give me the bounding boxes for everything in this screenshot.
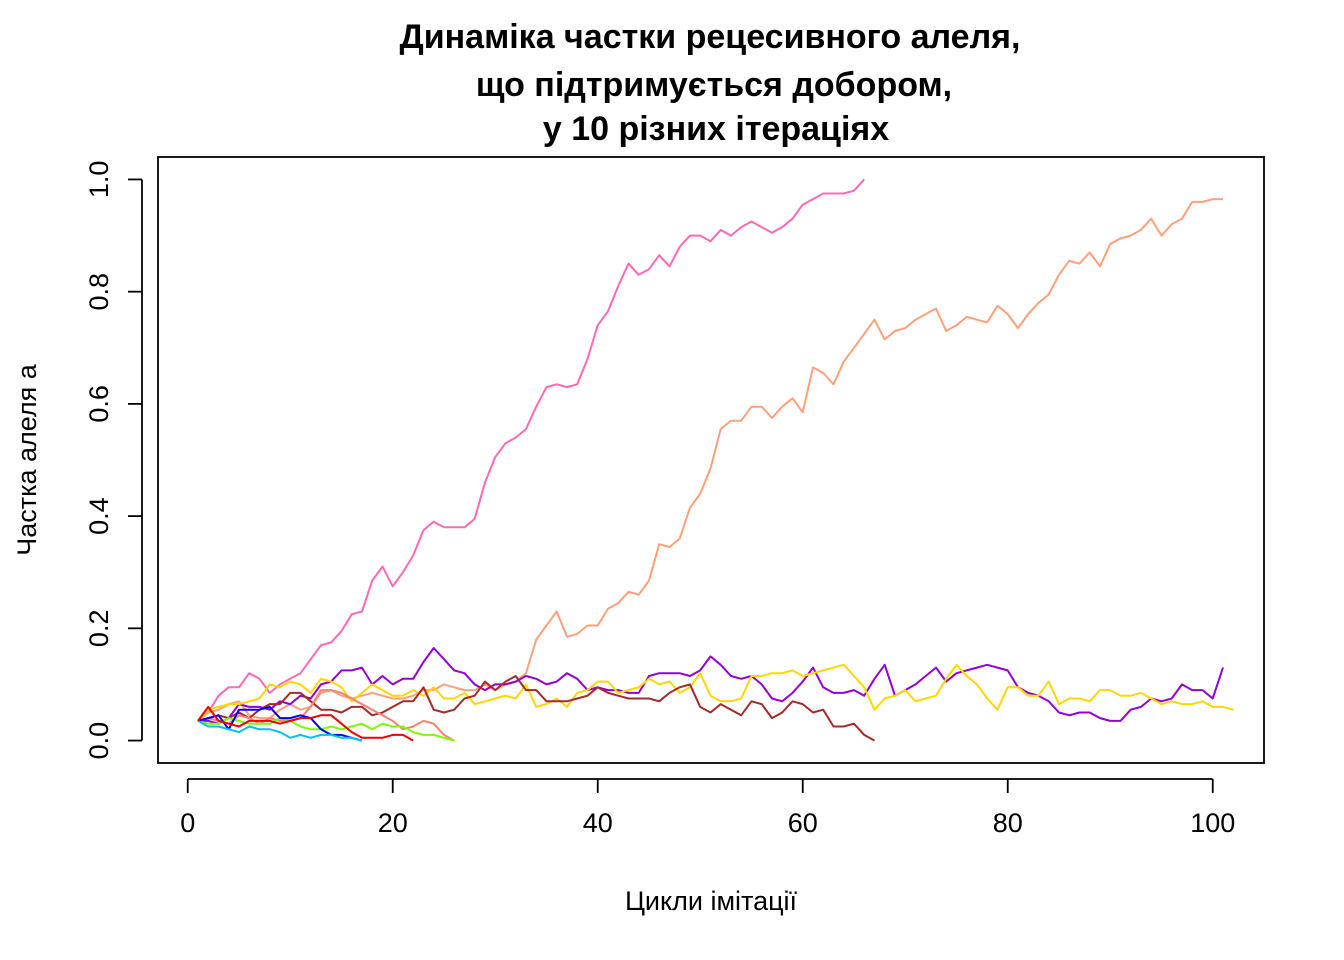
series-line-4 xyxy=(197,663,1234,722)
y-tick-label: 0.2 xyxy=(84,610,114,648)
series-line-6 xyxy=(197,689,455,742)
y-axis-label: Частка алеля a xyxy=(12,363,42,556)
chart-title-line-2: що підтримується добором, xyxy=(476,66,952,104)
x-tick-label: 40 xyxy=(583,808,613,838)
y-tick-label: 0.6 xyxy=(84,385,114,423)
x-tick-label: 80 xyxy=(993,808,1023,838)
chart-title: Динаміка частки рецесивного алеля, що пі… xyxy=(400,18,1021,148)
x-axis-label: Цикли імітації xyxy=(625,886,798,916)
plot-frame xyxy=(157,156,1265,764)
series-line-9 xyxy=(197,720,363,742)
x-axis: 0 20 40 60 80 100 xyxy=(180,778,1235,838)
y-tick-label: 0.0 xyxy=(84,722,114,760)
y-tick-label: 0.8 xyxy=(84,273,114,311)
series-line-10 xyxy=(197,705,414,742)
series-line-3 xyxy=(198,647,1224,725)
y-axis: 0.0 0.2 0.4 0.6 0.8 1.0 xyxy=(84,161,143,760)
series-line-1 xyxy=(197,178,865,722)
x-tick-label: 20 xyxy=(378,808,408,838)
y-tick-label: 0.4 xyxy=(84,497,114,535)
series-lines xyxy=(197,178,1234,742)
chart-title-line-3: у 10 різних ітераціях xyxy=(543,110,889,148)
series-line-5 xyxy=(197,675,875,742)
x-tick-label: 0 xyxy=(180,808,195,838)
y-tick-label: 1.0 xyxy=(84,161,114,199)
series-line-2 xyxy=(197,198,1223,722)
chart-title-line-1: Динаміка частки рецесивного алеля, xyxy=(400,18,1021,56)
x-tick-label: 60 xyxy=(788,808,818,838)
x-tick-label: 100 xyxy=(1190,808,1235,838)
series-line-7 xyxy=(197,717,455,742)
